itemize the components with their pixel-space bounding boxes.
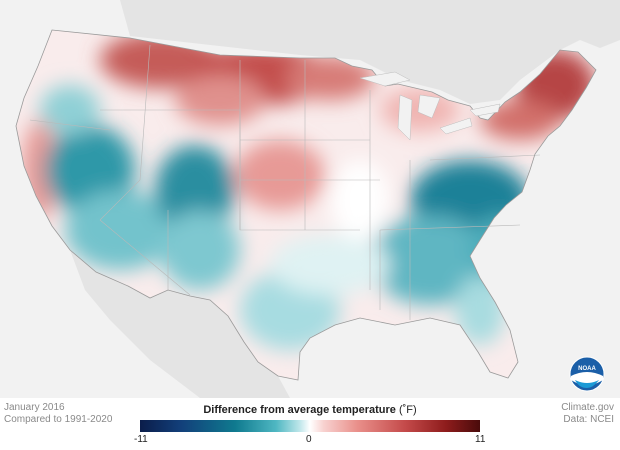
legend-colorbar	[140, 420, 480, 432]
legend-mid-label: 0	[306, 434, 312, 445]
canada-land	[120, 0, 620, 104]
legend-max-label: 11	[475, 434, 486, 445]
great-lakes	[359, 71, 501, 141]
noaa-logo: NOAA	[569, 356, 605, 392]
us-temperature-map	[15, 0, 620, 398]
svg-text:NOAA: NOAA	[578, 366, 596, 372]
credit-source: Data: NCEI	[563, 414, 614, 425]
mexico-land	[70, 250, 290, 398]
credits: Climate.gov Data: NCEI	[561, 402, 614, 426]
state-borders	[29, 44, 541, 320]
legend-min-label: -11	[134, 434, 148, 445]
legend-title-text: Difference from average temperature	[203, 404, 396, 416]
map-footer: January 2016 Compared to 1991-2020 Diffe…	[0, 398, 620, 450]
baseline-label: Compared to 1991-2020	[4, 414, 113, 425]
credit-site: Climate.gov	[561, 402, 614, 413]
date-label: January 2016	[4, 402, 65, 413]
legend-unit: (˚F)	[398, 404, 417, 416]
map-area: NOAA	[0, 0, 620, 398]
map-info: January 2016 Compared to 1991-2020	[4, 402, 112, 426]
us-outline	[15, 29, 597, 381]
legend-title: Difference from average temperature (˚F)	[140, 404, 480, 416]
